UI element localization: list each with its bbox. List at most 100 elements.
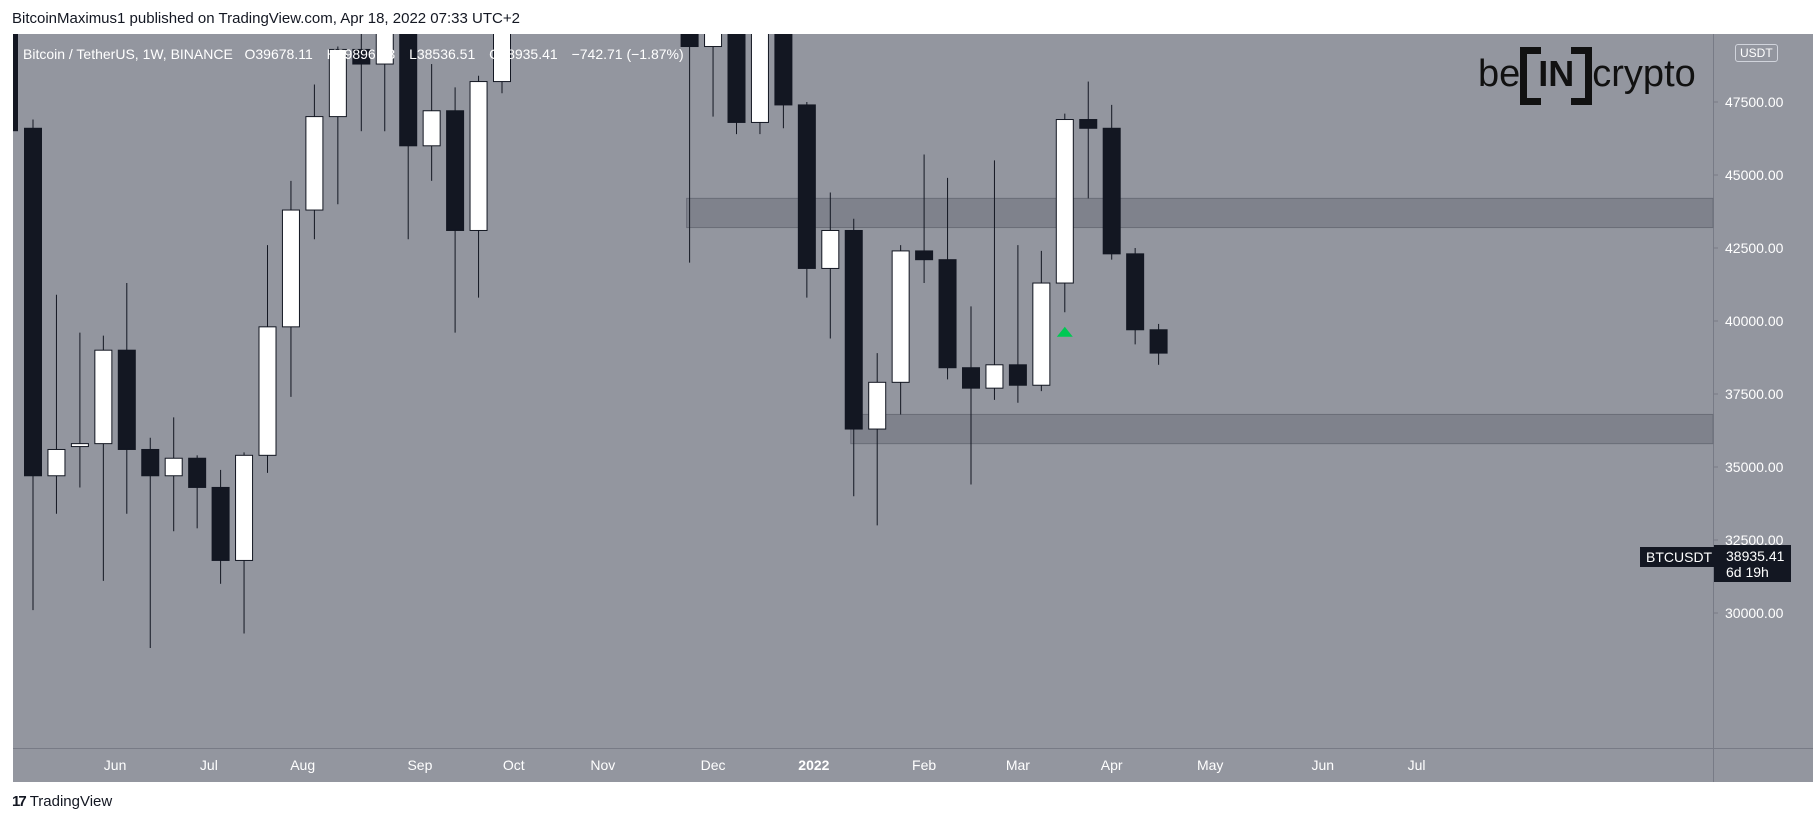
beincrypto-logo: be IN crypto xyxy=(1478,42,1696,106)
time-tick-label: Jun xyxy=(1311,757,1334,773)
tradingview-logo-icon: 17 xyxy=(12,793,27,810)
candlestick-chart: 30000.00 32500.00 35000.00 37500.00 40000.00… xyxy=(13,34,1784,773)
time-tick-label: Apr xyxy=(1101,757,1123,773)
candle-body xyxy=(1055,119,1074,284)
candle-36 xyxy=(868,353,887,526)
logo-text-right: crypto xyxy=(1592,52,1696,95)
price-tick-label: 40000.00 xyxy=(1725,313,1784,329)
candle-12 xyxy=(305,84,324,240)
open-value: 39678.11 xyxy=(255,46,313,62)
change-value: −742.71 (−1.87%) xyxy=(571,46,684,62)
time-tick-label: Jul xyxy=(200,757,218,773)
candle-16 xyxy=(399,34,418,240)
candle-body xyxy=(422,110,441,147)
candle-17 xyxy=(422,64,441,181)
high-value: 39896.98 xyxy=(336,46,396,62)
candle-body xyxy=(164,457,183,477)
candle-body xyxy=(70,443,89,448)
currency-tag[interactable]: USDT xyxy=(1735,44,1778,62)
candle-body xyxy=(821,229,840,269)
candle-30 xyxy=(727,34,746,135)
footer-brand: TradingView xyxy=(29,793,113,810)
high-label: H xyxy=(326,46,337,62)
candle-35 xyxy=(844,218,863,497)
candle-body xyxy=(469,81,488,231)
candle-body xyxy=(1149,329,1168,354)
candle-body xyxy=(94,349,113,445)
candle-14 xyxy=(352,34,371,132)
candle-40 xyxy=(962,306,980,485)
candle-partial xyxy=(13,34,18,132)
candle-29 xyxy=(704,34,723,117)
price-tick-label: 45000.00 xyxy=(1725,167,1784,183)
candle-body xyxy=(281,209,300,328)
time-tick-label: May xyxy=(1197,757,1223,773)
candle-32 xyxy=(774,34,793,129)
candle-body xyxy=(1126,253,1145,331)
candle-6 xyxy=(164,417,183,532)
candle-body xyxy=(141,448,160,477)
price-tick-label: 32500.00 xyxy=(1725,532,1784,548)
chart-frame xyxy=(13,34,1813,782)
candle-20 xyxy=(493,34,511,94)
markers xyxy=(1056,326,1073,337)
candle-body xyxy=(117,349,136,450)
candle-body xyxy=(188,457,207,488)
logo-text-box: IN xyxy=(1520,47,1593,105)
price-tick-label: 42500.00 xyxy=(1725,240,1784,256)
zone-0 xyxy=(686,197,1714,229)
signal-up-icon xyxy=(1056,326,1073,337)
candle-9 xyxy=(235,452,254,634)
time-tick-label: Sep xyxy=(407,757,432,773)
candle-body xyxy=(774,34,793,106)
price-axis[interactable] xyxy=(1713,34,1813,748)
candle-33 xyxy=(797,102,816,298)
candle-body xyxy=(704,34,723,48)
candle-body xyxy=(399,34,418,147)
time-tick-label: Jun xyxy=(104,757,127,773)
candle-body xyxy=(750,34,769,123)
candle-body xyxy=(844,229,863,430)
candle-31 xyxy=(750,34,769,135)
symbol-title: Bitcoin / TetherUS, 1W, BINANCE xyxy=(23,46,233,62)
time-axis[interactable] xyxy=(13,748,1713,782)
plot-area[interactable] xyxy=(13,34,1713,748)
candles xyxy=(13,34,1168,649)
time-tick-label: Oct xyxy=(503,757,525,773)
time-tick-label: Dec xyxy=(701,757,726,773)
candle-body xyxy=(258,326,277,456)
candle-8 xyxy=(211,469,230,584)
symbol-legend: Bitcoin / TetherUS, 1W, BINANCE O39678.1… xyxy=(23,46,694,62)
candle-body xyxy=(938,259,957,369)
candle-15 xyxy=(375,34,394,132)
candle-body xyxy=(235,454,254,561)
logo-text-left: be xyxy=(1478,52,1521,95)
last-price-label: 38935.41 6d 19h xyxy=(1714,545,1791,582)
candle-1 xyxy=(47,294,66,514)
support-resistance-zones xyxy=(686,197,1714,445)
candle-body xyxy=(352,48,371,65)
candle-3 xyxy=(94,335,113,581)
candle-body xyxy=(446,110,465,231)
candle-4 xyxy=(117,283,136,514)
symbol-price-label: BTCUSDT xyxy=(1640,547,1719,567)
candle-18 xyxy=(446,87,465,333)
candle-body xyxy=(962,367,980,389)
candle-body xyxy=(211,486,230,561)
candle-body xyxy=(727,34,746,123)
candle-47 xyxy=(1126,248,1145,345)
candle-13 xyxy=(328,46,347,205)
footer[interactable]: 17 TradingView xyxy=(12,793,112,810)
candle-2 xyxy=(70,332,89,488)
candle-body xyxy=(24,127,42,477)
candle-body xyxy=(47,448,66,477)
price-tick-label: 37500.00 xyxy=(1725,386,1784,402)
axis-corner xyxy=(1713,748,1813,782)
low-label: L xyxy=(409,46,417,62)
price-tick-label: 47500.00 xyxy=(1725,94,1784,110)
candle-10 xyxy=(258,245,277,473)
price-ticks: 30000.00 32500.00 35000.00 37500.00 40000.00… xyxy=(1713,94,1784,621)
candle-7 xyxy=(188,455,207,529)
candle-34 xyxy=(821,192,840,339)
time-ticks: Jun Jul Aug Sep Oct Nov Dec 2022 Feb Mar Apr May Jun… xyxy=(104,757,1426,773)
